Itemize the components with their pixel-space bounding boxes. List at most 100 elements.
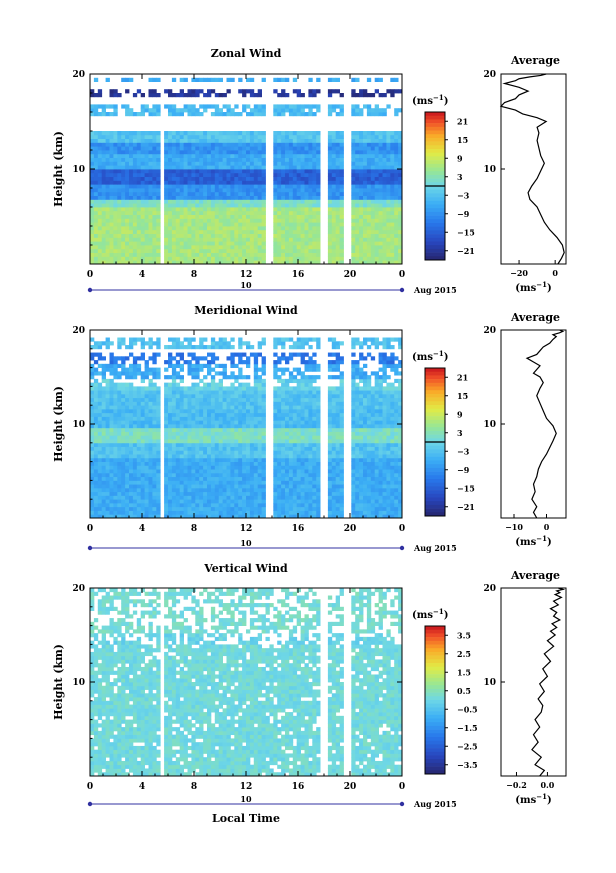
heatmap-cell xyxy=(296,210,301,215)
heatmap-cell xyxy=(261,241,266,246)
heatmap-cell xyxy=(132,207,138,212)
heatmap-cell xyxy=(218,138,223,143)
heatmap-cell xyxy=(226,89,231,94)
heatmap-cell xyxy=(327,191,333,196)
heatmap-cell xyxy=(183,412,188,417)
heatmap-cell xyxy=(90,112,95,117)
heatmap-cell xyxy=(292,146,298,151)
heatmap-cell xyxy=(152,112,157,117)
heatmap-cell xyxy=(152,207,157,212)
heatmap-cell xyxy=(363,424,368,429)
heatmap-cell xyxy=(152,416,157,421)
heatmap-cell xyxy=(187,484,192,489)
heatmap-cell xyxy=(222,112,227,117)
heatmap-cell xyxy=(273,195,278,200)
heatmap-cell xyxy=(316,484,321,489)
heatmap-cell xyxy=(327,439,333,444)
heatmap-cell xyxy=(109,450,114,455)
heatmap-cell xyxy=(109,146,114,151)
heatmap-cell xyxy=(207,172,212,177)
heatmap-cell xyxy=(199,176,204,181)
heatmap-cell xyxy=(288,199,294,204)
heatmap-cell xyxy=(370,195,376,200)
heatmap-cell xyxy=(312,180,317,185)
heatmap-cell xyxy=(363,131,368,136)
heatmap-cell xyxy=(125,491,130,496)
heatmap-cell xyxy=(312,131,317,136)
heatmap-cell xyxy=(234,514,239,519)
heatmap-cell xyxy=(179,427,184,432)
heatmap-cell xyxy=(210,510,216,515)
heatmap-cell xyxy=(288,134,294,139)
heatmap-cell xyxy=(277,442,282,447)
heatmap-cell xyxy=(101,412,106,417)
heatmap-cell xyxy=(191,241,196,246)
heatmap-cell xyxy=(210,465,216,470)
colorbar-segment xyxy=(425,178,445,183)
heatmap-cell xyxy=(125,172,130,177)
heatmap-cell xyxy=(370,252,376,257)
heatmap-cell xyxy=(378,222,383,227)
heatmap-cell xyxy=(125,260,130,265)
heatmap-cell xyxy=(175,108,181,113)
heatmap-cell xyxy=(300,439,305,444)
heatmap-cell xyxy=(374,222,379,227)
heatmap-cell xyxy=(312,226,317,231)
heatmap-cell xyxy=(93,199,99,204)
colorbar-tick-label: −21 xyxy=(457,246,475,256)
heatmap-cell xyxy=(253,446,259,451)
heatmap-cell xyxy=(234,226,239,231)
heatmap-cell xyxy=(363,465,368,470)
heatmap-cell xyxy=(191,469,196,474)
heatmap-cell xyxy=(316,222,321,227)
heatmap-cell xyxy=(132,195,138,200)
heatmap-cell xyxy=(187,165,192,170)
heatmap-cell xyxy=(292,142,298,147)
heatmap-cell xyxy=(210,195,216,200)
heatmap-cell xyxy=(242,237,247,242)
heatmap-cell xyxy=(398,420,403,425)
heatmap-cell xyxy=(370,188,376,193)
heatmap-cell xyxy=(175,157,181,162)
heatmap-cell xyxy=(168,150,173,155)
heatmap-cell xyxy=(218,256,223,261)
heatmap-cell xyxy=(327,176,333,181)
heatmap-cell xyxy=(218,199,223,204)
heatmap-cell xyxy=(195,180,200,185)
heatmap-cell xyxy=(179,226,184,231)
heatmap-cell xyxy=(398,233,403,238)
heatmap-cell xyxy=(125,506,130,511)
heatmap-cell xyxy=(238,439,243,444)
heatmap-cell xyxy=(257,457,262,462)
heatmap-cell xyxy=(195,461,200,466)
heatmap-cell xyxy=(214,256,220,261)
heatmap-cell xyxy=(374,491,379,496)
heatmap-cell xyxy=(187,134,192,139)
heatmap-cell xyxy=(273,233,278,238)
heatmap-cell xyxy=(90,495,95,500)
heatmap-cell xyxy=(97,248,103,253)
heatmap-cell xyxy=(273,146,278,151)
heatmap-cell xyxy=(156,420,161,425)
heatmap-cell xyxy=(277,495,282,500)
heatmap-cell xyxy=(187,138,192,143)
heatmap-cell xyxy=(366,245,372,250)
heatmap-cell xyxy=(144,180,149,185)
heatmap-cell xyxy=(296,454,301,459)
heatmap-cell xyxy=(140,142,145,147)
heatmap-cell xyxy=(203,93,208,98)
heatmap-cell xyxy=(199,412,204,417)
heatmap-cell xyxy=(148,431,153,436)
heatmap-cell xyxy=(171,416,177,421)
heatmap-cell xyxy=(210,142,216,147)
heatmap-cell xyxy=(398,222,403,227)
heatmap-cell xyxy=(378,218,383,223)
heatmap-cell xyxy=(281,506,286,511)
heatmap-cell xyxy=(285,169,290,174)
heatmap-cell xyxy=(93,487,99,493)
heatmap-cell xyxy=(351,260,356,265)
heatmap-cell xyxy=(331,150,337,155)
heatmap-cell xyxy=(214,237,220,242)
heatmap-cell xyxy=(327,487,333,493)
heatmap-cell xyxy=(90,165,95,170)
